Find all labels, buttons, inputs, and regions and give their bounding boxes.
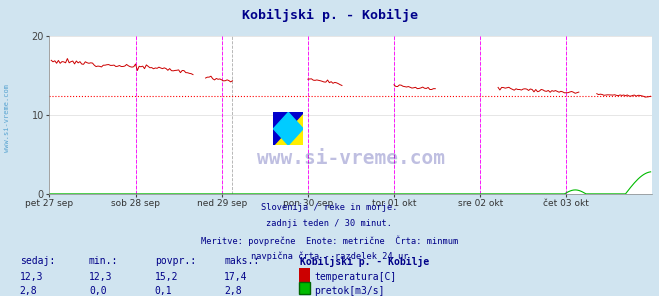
Text: 0,0: 0,0 <box>89 286 107 296</box>
Polygon shape <box>273 112 303 145</box>
Text: www.si-vreme.com: www.si-vreme.com <box>257 149 445 168</box>
Text: Meritve: povprečne  Enote: metrične  Črta: minmum: Meritve: povprečne Enote: metrične Črta:… <box>201 235 458 246</box>
Text: 15,2: 15,2 <box>155 272 179 282</box>
Text: min.:: min.: <box>89 256 119 266</box>
Text: 2,8: 2,8 <box>224 286 242 296</box>
Text: 12,3: 12,3 <box>20 272 43 282</box>
Text: 17,4: 17,4 <box>224 272 248 282</box>
Text: Kobiljski p. - Kobilje: Kobiljski p. - Kobilje <box>300 256 429 267</box>
Text: www.si-vreme.com: www.si-vreme.com <box>3 84 10 152</box>
Polygon shape <box>273 112 303 145</box>
Text: 0,1: 0,1 <box>155 286 173 296</box>
Text: sedaj:: sedaj: <box>20 256 55 266</box>
Text: 2,8: 2,8 <box>20 286 38 296</box>
Text: zadnji teden / 30 minut.: zadnji teden / 30 minut. <box>266 219 393 228</box>
Text: maks.:: maks.: <box>224 256 259 266</box>
Text: Kobiljski p. - Kobilje: Kobiljski p. - Kobilje <box>241 9 418 22</box>
Text: pretok[m3/s]: pretok[m3/s] <box>314 286 385 296</box>
Text: 12,3: 12,3 <box>89 272 113 282</box>
Text: navpična črta - razdelek 24 ur: navpična črta - razdelek 24 ur <box>251 252 408 261</box>
Text: povpr.:: povpr.: <box>155 256 196 266</box>
Polygon shape <box>273 112 303 145</box>
Text: temperatura[C]: temperatura[C] <box>314 272 397 282</box>
Text: Slovenija / reke in morje.: Slovenija / reke in morje. <box>261 203 398 212</box>
